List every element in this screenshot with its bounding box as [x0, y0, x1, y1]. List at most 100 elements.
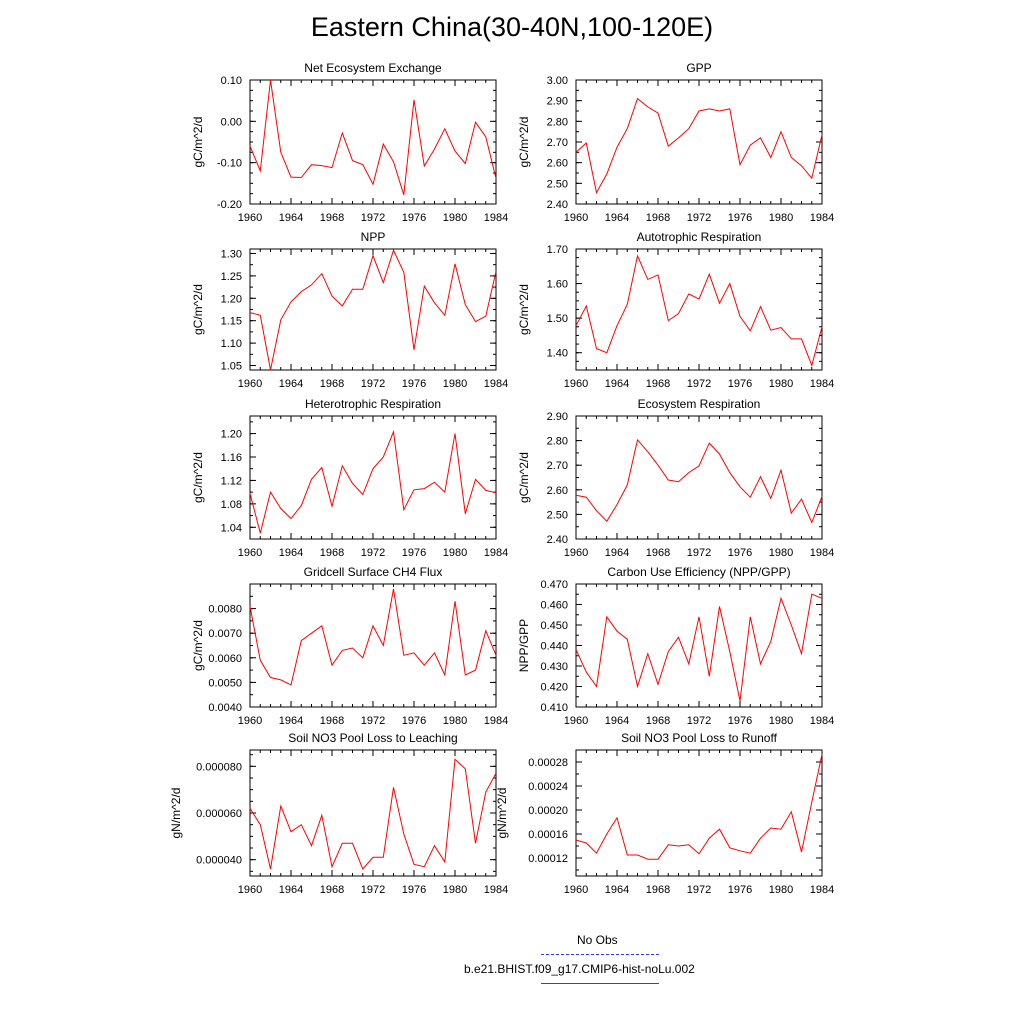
chart-panel-6: Ecosystem Respiration 1960 1964 1968 1972 197… [517, 397, 834, 559]
y-tick-label: 0.0080 [208, 604, 242, 616]
x-tick-label: 1984 [810, 715, 834, 727]
y-tick-label: 2.70 [547, 137, 568, 149]
x-tick-label: 1976 [728, 547, 752, 559]
x-tick-label: 1980 [769, 884, 793, 896]
y-tick-label: 0.000040 [196, 855, 242, 867]
legend-model-line [541, 983, 659, 984]
x-tick-label: 1960 [564, 547, 588, 559]
x-tick-label: 1968 [320, 715, 344, 727]
chart-panel-5: Heterotrophic Respiration 1960 1964 1968 197… [191, 397, 508, 559]
x-tick-label: 1976 [402, 884, 426, 896]
series-line [575, 593, 823, 702]
x-tick-label: 1968 [646, 547, 670, 559]
y-tick-label: 2.80 [547, 116, 568, 128]
plot-frame [249, 583, 497, 708]
y-tick-label: 2.50 [547, 509, 568, 521]
x-tick-label: 1976 [728, 378, 752, 390]
y-tick-label: 1.70 [547, 244, 568, 256]
y-tick-label: 2.80 [547, 436, 568, 448]
x-tick-label: 1968 [320, 378, 344, 390]
y-tick-label: 2.90 [547, 411, 568, 423]
y-tick-label: 1.50 [547, 313, 568, 325]
x-tick-label: 1964 [279, 212, 303, 224]
x-tick-label: 1960 [564, 884, 588, 896]
series-line [575, 438, 823, 524]
y-tick-label: 1.05 [221, 361, 242, 373]
x-tick-label: 1976 [402, 378, 426, 390]
x-tick-label: 1984 [484, 378, 508, 390]
y-tick-label: 0.00020 [528, 805, 568, 817]
y-tick-label: 1.08 [221, 499, 242, 511]
y-tick-label: 1.40 [547, 348, 568, 360]
plot-frame [249, 79, 497, 205]
x-tick-label: 1984 [810, 547, 834, 559]
x-tick-label: 1980 [769, 378, 793, 390]
chart-title: NPP [361, 230, 386, 244]
x-tick-label: 1984 [810, 378, 834, 390]
x-tick-label: 1980 [443, 547, 467, 559]
x-tick-label: 1964 [279, 715, 303, 727]
x-tick-label: 1968 [646, 884, 670, 896]
page-title: Eastern China(30-40N,100-120E) [310, 12, 714, 42]
plot-frame [575, 415, 823, 540]
chart-title: Autotrophic Respiration [637, 230, 762, 244]
x-tick-label: 1972 [361, 547, 385, 559]
y-tick-label: 1.25 [221, 271, 242, 283]
x-tick-label: 1980 [769, 715, 793, 727]
x-tick-label: 1968 [320, 547, 344, 559]
x-tick-label: 1964 [605, 884, 629, 896]
x-tick-label: 1972 [687, 212, 711, 224]
y-tick-label: 1.16 [221, 452, 242, 464]
x-tick-label: 1964 [605, 715, 629, 727]
series-line [249, 79, 497, 196]
x-tick-label: 1960 [564, 212, 588, 224]
x-tick-label: 1968 [646, 212, 670, 224]
y-axis-label: gC/m^2/d [517, 117, 531, 168]
x-tick-label: 1964 [279, 884, 303, 896]
x-tick-label: 1980 [769, 212, 793, 224]
series-line [249, 248, 497, 371]
y-tick-label: 0.450 [540, 620, 568, 632]
y-tick-label: 1.60 [547, 279, 568, 291]
x-tick-label: 1964 [279, 378, 303, 390]
x-tick-label: 1968 [320, 212, 344, 224]
x-tick-label: 1964 [605, 547, 629, 559]
y-tick-label: 1.10 [221, 338, 242, 350]
x-tick-label: 1964 [605, 378, 629, 390]
y-tick-label: 0.00012 [528, 853, 568, 865]
series-line [575, 97, 823, 195]
y-axis-label: gC/m^2/d [191, 620, 205, 671]
y-axis-label: gC/m^2/d [517, 284, 531, 335]
plot-frame [575, 248, 823, 371]
y-tick-label: -0.10 [217, 158, 242, 170]
y-axis-label: gN/m^2/d [169, 788, 183, 839]
chart-title: Carbon Use Efficiency (NPP/GPP) [607, 565, 790, 579]
series-line [249, 588, 497, 686]
y-tick-label: 0.0040 [208, 702, 242, 714]
y-tick-label: 0.10 [221, 75, 242, 87]
y-axis-label: gC/m^2/d [191, 117, 205, 168]
y-axis-label: gC/m^2/d [517, 452, 531, 503]
y-tick-label: 0.460 [540, 600, 568, 612]
chart-panel-1: Net Ecosystem Exchange 1960 1964 1968 1972 19… [191, 61, 508, 224]
y-tick-label: 0.440 [540, 641, 568, 653]
y-tick-label: 0.420 [540, 682, 568, 694]
chart-panel-10: Soil NO3 Pool Loss to Runoff 1960 1964 1968… [495, 731, 834, 896]
x-tick-label: 1980 [769, 547, 793, 559]
x-tick-label: 1972 [687, 378, 711, 390]
plot-frame [575, 749, 823, 877]
x-tick-label: 1984 [810, 212, 834, 224]
x-tick-label: 1976 [402, 715, 426, 727]
x-tick-label: 1972 [687, 547, 711, 559]
y-tick-label: 1.04 [221, 522, 242, 534]
x-tick-label: 1960 [238, 884, 262, 896]
x-tick-label: 1964 [605, 212, 629, 224]
y-tick-label: -0.20 [217, 199, 242, 211]
x-tick-label: 1980 [443, 378, 467, 390]
y-tick-label: 1.15 [221, 316, 242, 328]
x-tick-label: 1964 [279, 547, 303, 559]
y-tick-label: 2.50 [547, 178, 568, 190]
chart-panel-9: Soil NO3 Pool Loss to Leaching 1960 1964 19… [169, 731, 508, 896]
x-tick-label: 1980 [443, 212, 467, 224]
x-tick-label: 1976 [402, 547, 426, 559]
